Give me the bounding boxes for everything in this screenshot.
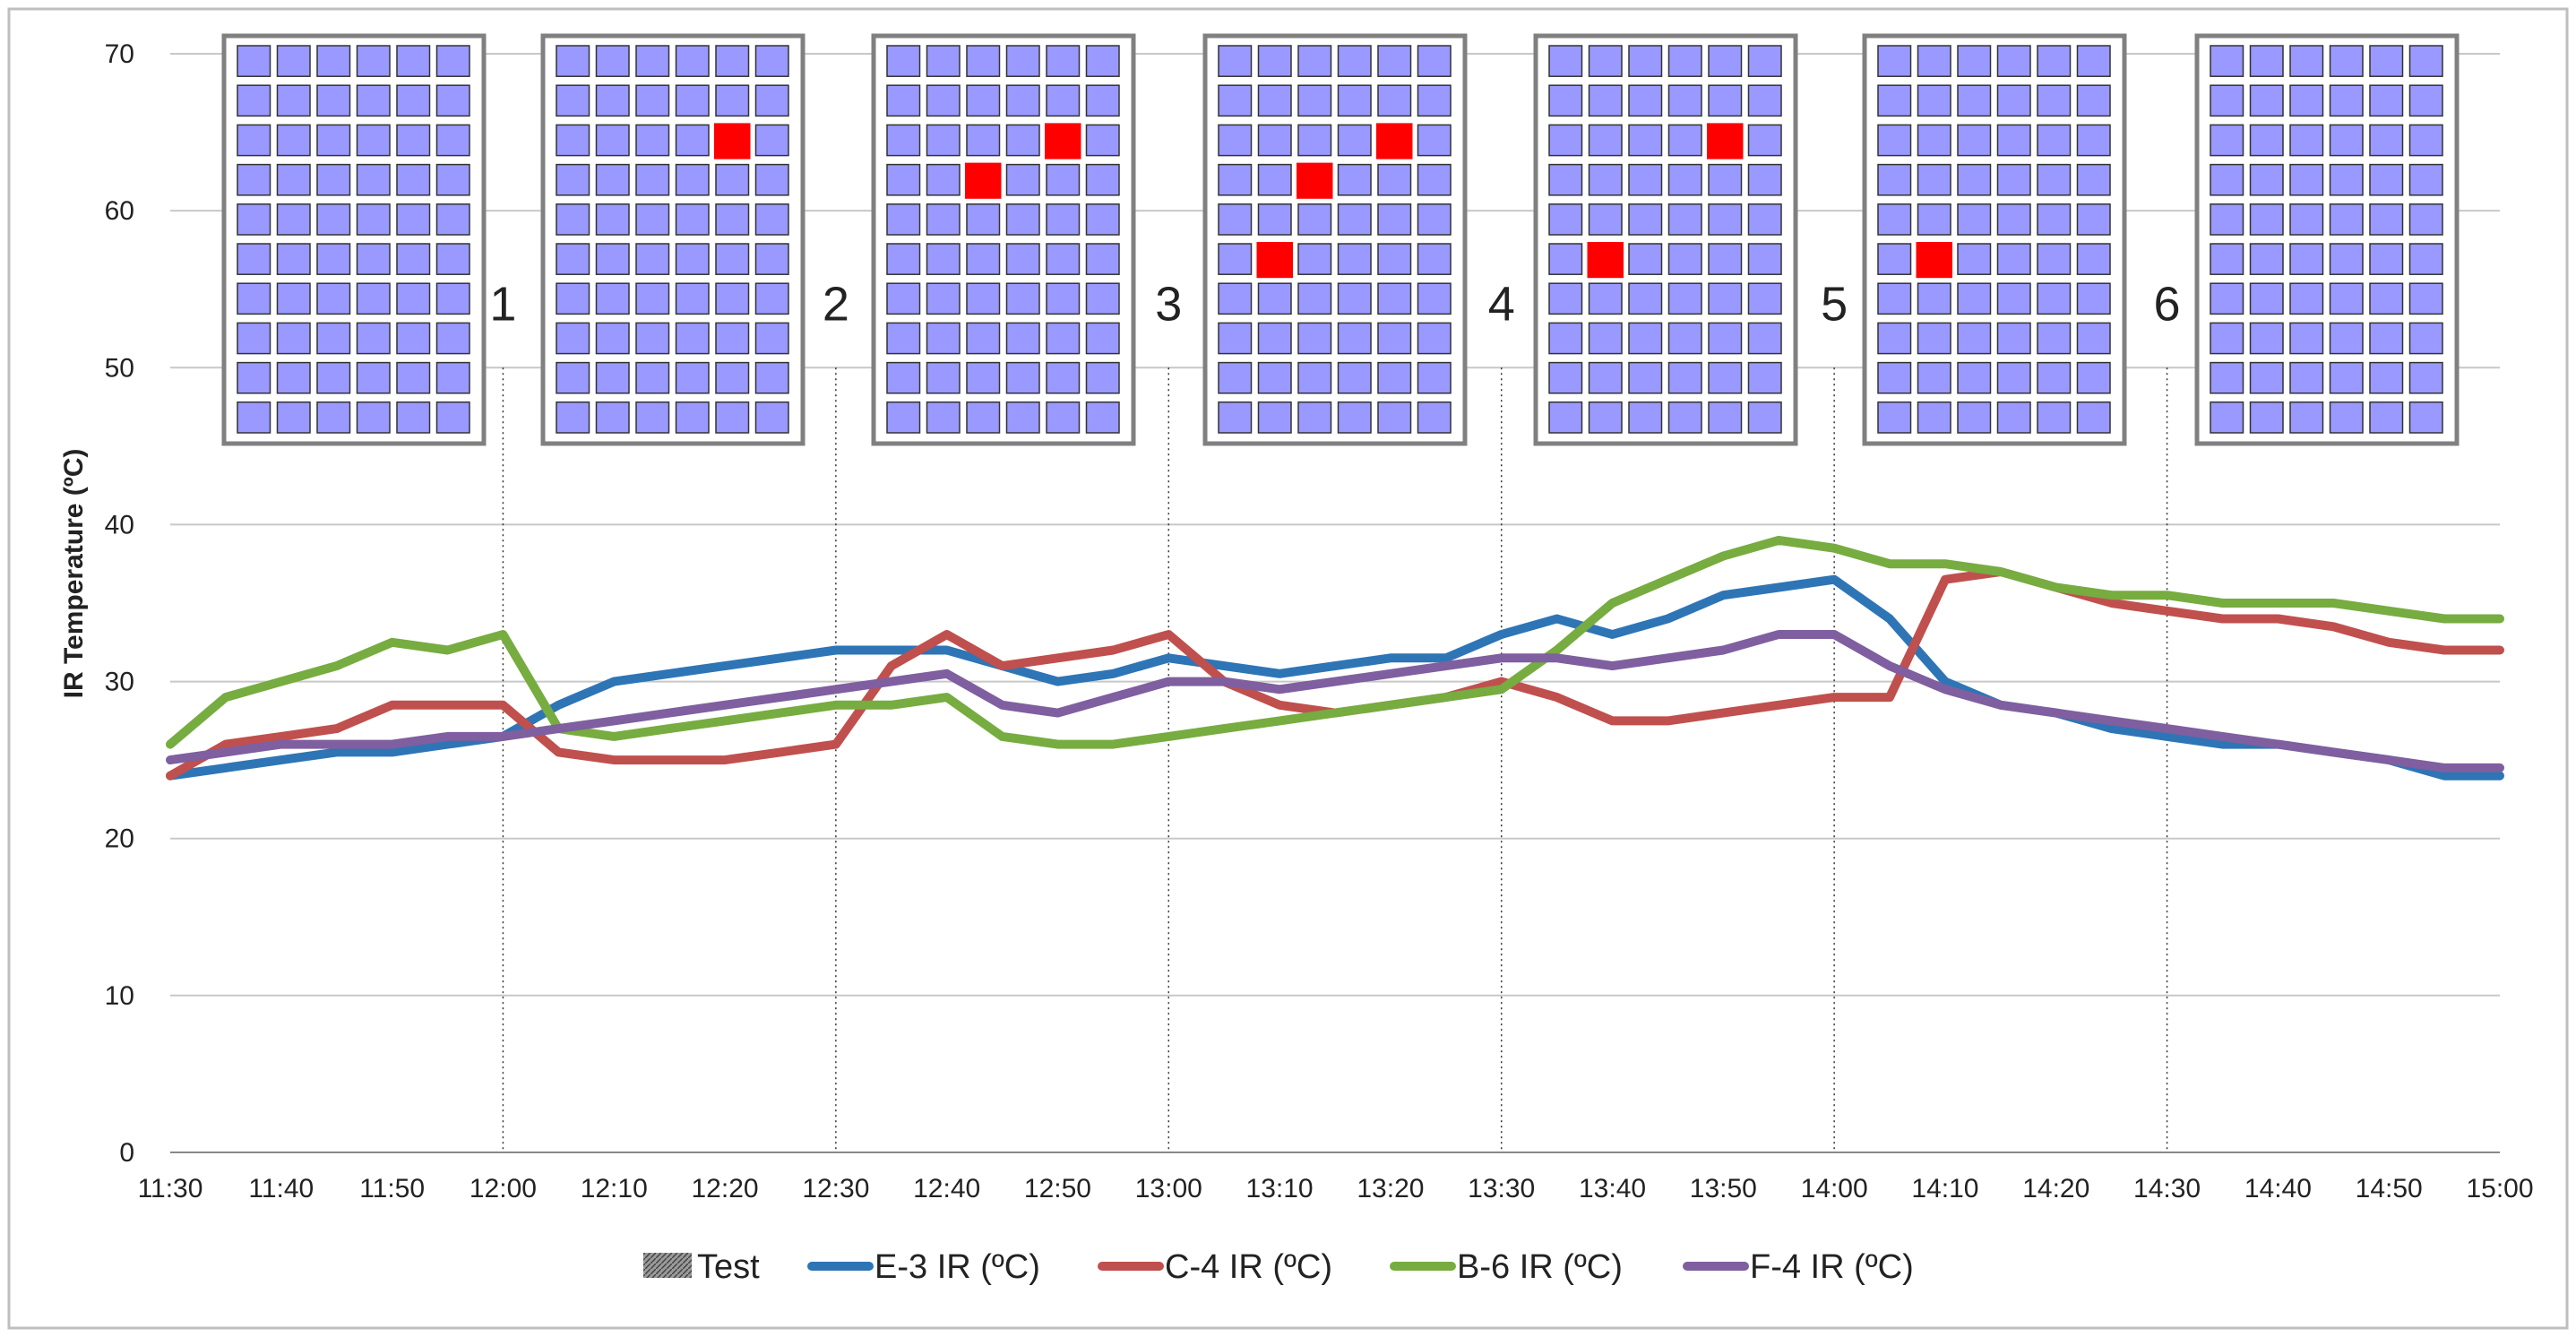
panel-image xyxy=(871,33,1136,446)
x-tick-label: 14:00 xyxy=(1801,1174,1868,1203)
x-tick-label: 11:30 xyxy=(138,1174,203,1203)
test-marker-label: 4 xyxy=(1488,278,1515,332)
hot-cell xyxy=(1376,123,1413,160)
hot-cell xyxy=(965,162,1002,199)
x-tick-label: 13:30 xyxy=(1468,1174,1535,1203)
x-tick-label: 14:30 xyxy=(2133,1174,2201,1203)
panel-image xyxy=(540,33,806,446)
x-tick-label: 14:10 xyxy=(1911,1174,1978,1203)
legend-label: C-4 IR (ºC) xyxy=(1165,1248,1332,1286)
panel-image xyxy=(1533,33,1798,446)
x-tick-label: 11:50 xyxy=(359,1174,425,1203)
panel-image xyxy=(2194,33,2460,446)
x-tick-label: 12:00 xyxy=(470,1174,537,1203)
x-tick-label: 15:00 xyxy=(2466,1174,2533,1203)
y-tick-label: 60 xyxy=(105,196,134,226)
x-tick-label: 14:50 xyxy=(2356,1174,2423,1203)
hot-cell xyxy=(1916,242,1952,279)
hot-cell xyxy=(1297,162,1333,199)
y-tick-label: 30 xyxy=(105,668,134,697)
hot-cell xyxy=(714,123,751,160)
x-tick-label: 14:40 xyxy=(2244,1174,2312,1203)
y-axis-label: IR Temperature (ºC) xyxy=(59,449,89,699)
y-tick-label: 40 xyxy=(105,510,134,539)
hot-cell xyxy=(1256,242,1293,279)
test-marker-label: 1 xyxy=(489,278,516,332)
x-tick-label: 13:40 xyxy=(1579,1174,1646,1203)
panel-image xyxy=(221,33,487,446)
y-tick-label: 0 xyxy=(119,1138,134,1168)
x-tick-label: 12:40 xyxy=(913,1174,980,1203)
hot-cell xyxy=(1045,123,1081,160)
x-tick-label: 12:30 xyxy=(802,1174,869,1203)
legend-label: B-6 IR (ºC) xyxy=(1457,1248,1623,1286)
x-tick-label: 13:20 xyxy=(1357,1174,1424,1203)
y-tick-label: 70 xyxy=(105,39,134,69)
test-marker-label: 5 xyxy=(1821,278,1848,332)
x-tick-label: 13:10 xyxy=(1246,1174,1314,1203)
legend-label: F-4 IR (ºC) xyxy=(1750,1248,1914,1286)
legend-swatch xyxy=(643,1253,692,1278)
y-tick-label: 50 xyxy=(105,353,134,383)
x-tick-label: 11:40 xyxy=(248,1174,314,1203)
y-tick-label: 10 xyxy=(105,981,134,1011)
test-marker-label: 3 xyxy=(1155,278,1182,332)
test-marker-label: 6 xyxy=(2154,278,2181,332)
x-tick-label: 12:50 xyxy=(1024,1174,1091,1203)
panel-image xyxy=(1202,33,1468,446)
series-line xyxy=(166,574,2504,781)
x-tick-label: 13:00 xyxy=(1135,1174,1202,1203)
hot-cell xyxy=(1587,242,1624,279)
panel-image xyxy=(1862,33,2127,446)
x-tick-label: 14:20 xyxy=(2022,1174,2089,1203)
x-tick-label: 12:20 xyxy=(692,1174,759,1203)
series-line xyxy=(166,630,2504,772)
y-tick-label: 20 xyxy=(105,824,134,854)
x-tick-label: 13:50 xyxy=(1690,1174,1757,1203)
test-marker-label: 2 xyxy=(823,278,849,332)
x-tick-label: 12:10 xyxy=(581,1174,648,1203)
legend-label: E-3 IR (ºC) xyxy=(874,1248,1040,1286)
legend-label: Test xyxy=(697,1248,760,1286)
hot-cell xyxy=(1707,123,1744,160)
